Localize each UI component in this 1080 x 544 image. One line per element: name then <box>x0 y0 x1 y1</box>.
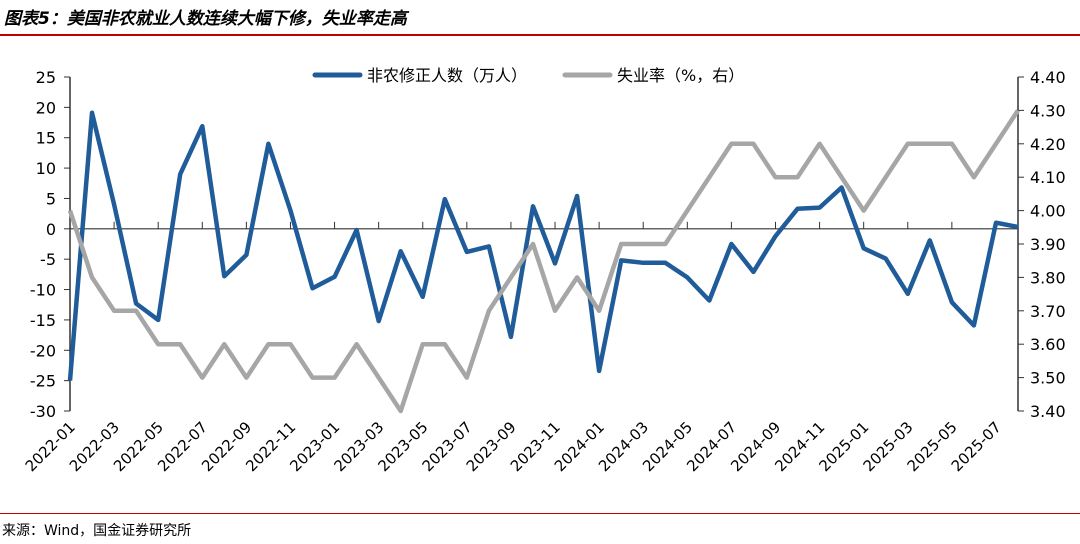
left-tick-label: -5 <box>40 250 56 269</box>
legend-label: 非农修正人数（万人） <box>367 66 527 85</box>
right-tick-label: 3.60 <box>1030 335 1066 354</box>
right-tick-label: 4.00 <box>1030 202 1066 221</box>
right-tick-label: 4.40 <box>1030 68 1066 87</box>
source-note: 来源：Wind，国金证券研究所 <box>2 523 192 539</box>
figure-title: 图表5：美国非农就业人数连续大幅下修，失业率走高 <box>4 9 407 29</box>
right-tick-label: 3.40 <box>1030 402 1066 421</box>
legend-label: 失业率（%，右） <box>617 66 744 85</box>
left-tick-label: -25 <box>30 372 56 391</box>
divider <box>0 34 1080 36</box>
left-tick-label: -10 <box>30 281 56 300</box>
left-tick-label: 0 <box>46 220 56 239</box>
left-tick-label: 25 <box>36 68 56 87</box>
left-tick-label: 20 <box>36 98 56 117</box>
right-tick-label: 4.30 <box>1030 101 1066 120</box>
right-tick-label: 3.80 <box>1030 268 1066 287</box>
left-tick-label: -30 <box>30 402 56 421</box>
left-tick-label: 15 <box>36 129 56 148</box>
right-tick-label: 3.90 <box>1030 235 1066 254</box>
right-tick-label: 4.20 <box>1030 135 1066 154</box>
right-tick-label: 4.10 <box>1030 168 1066 187</box>
right-tick-label: 3.70 <box>1030 302 1066 321</box>
left-tick-label: -20 <box>30 341 56 360</box>
divider <box>0 513 1080 514</box>
series-line-unemployment <box>67 109 1020 414</box>
right-tick-label: 3.50 <box>1030 369 1066 388</box>
left-tick-label: 10 <box>36 159 56 178</box>
left-tick-label: 5 <box>46 189 56 208</box>
left-tick-label: -15 <box>30 311 56 330</box>
series-line-nonfarm-revision <box>67 110 1019 381</box>
